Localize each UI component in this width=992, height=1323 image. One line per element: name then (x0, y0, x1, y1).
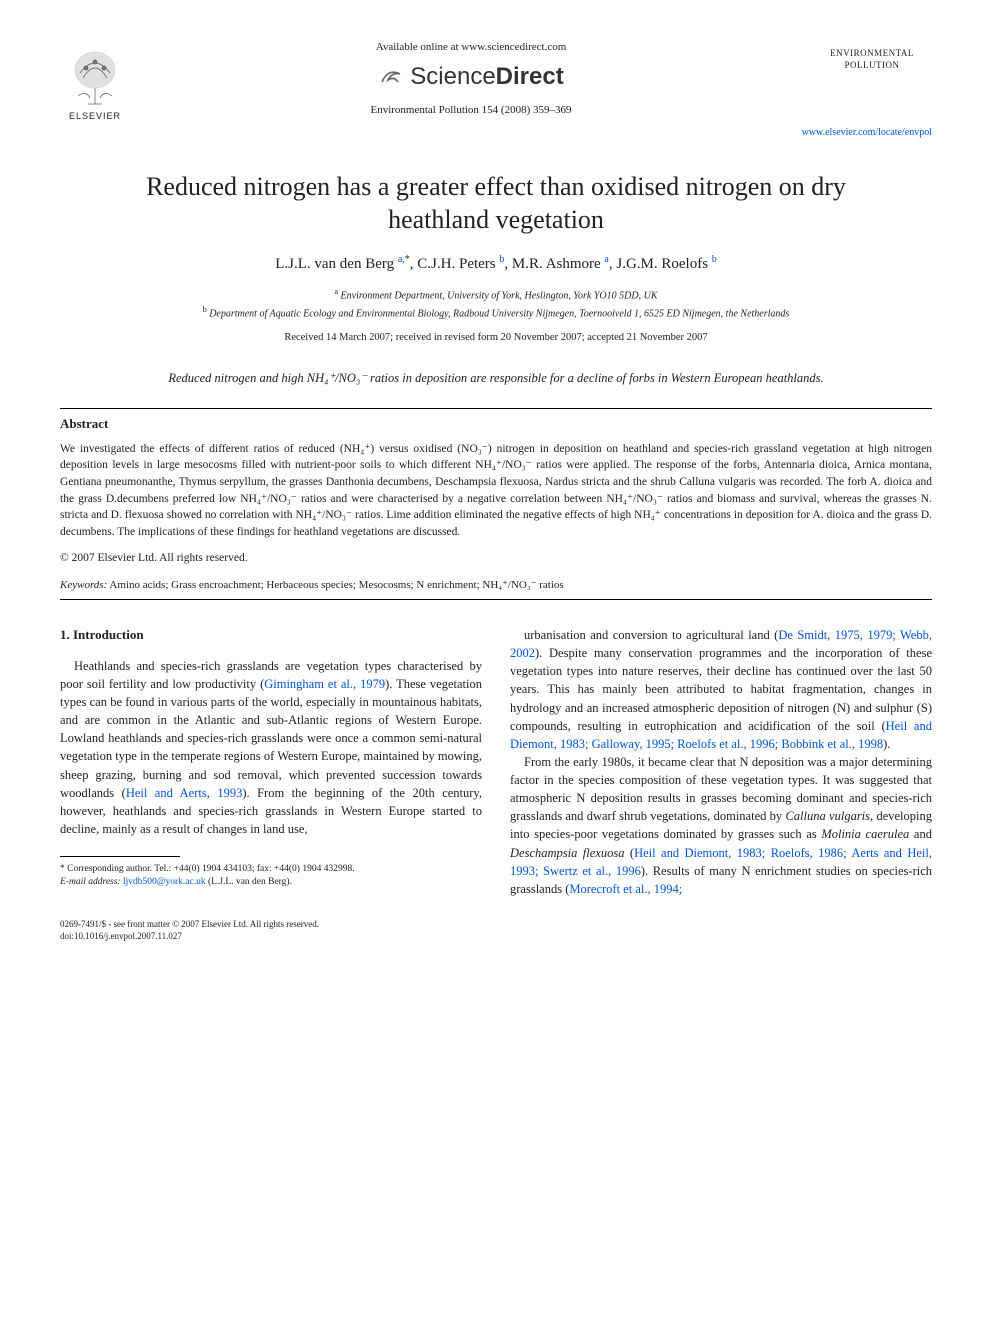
available-online-line: Available online at www.sciencedirect.co… (130, 40, 812, 55)
affiliation-b: b Department of Aquatic Ecology and Envi… (60, 304, 932, 321)
sciencedirect-text: ScienceDirect (410, 61, 563, 93)
affiliations: a Environment Department, University of … (60, 286, 932, 321)
front-matter-line: 0269-7491/$ - see front matter © 2007 El… (60, 918, 932, 943)
cite-gimingham[interactable]: Gimingham et al., 1979 (264, 677, 385, 691)
intro-heading: 1. Introduction (60, 626, 482, 645)
journal-name-block: ENVIRONMENTAL POLLUTION (812, 48, 932, 71)
cite-desmidt-webb[interactable]: De Smidt, 1975, 1979; Webb, 2002 (510, 628, 932, 660)
center-header: Available online at www.sciencedirect.co… (130, 40, 812, 118)
abstract-text: We investigated the effects of different… (60, 441, 932, 541)
cite-heil-aerts[interactable]: Heil and Aerts, 1993 (126, 786, 243, 800)
sciencedirect-logo: ScienceDirect (130, 61, 812, 93)
email-label: E-mail address: (60, 877, 121, 887)
elsevier-tree-icon (68, 48, 122, 108)
footnote-separator (60, 856, 180, 857)
sd-part2: Direct (496, 63, 564, 90)
sciencedirect-swirl-icon (378, 64, 404, 90)
column-right: urbanisation and conversion to agricultu… (510, 626, 932, 898)
intro-para-1: Heathlands and species-rich grasslands a… (60, 657, 482, 838)
cite-morecroft[interactable]: Morecroft et al., 1994; (569, 882, 682, 896)
journal-url[interactable]: www.elsevier.com/locate/envpol (60, 126, 932, 140)
abstract-copyright: © 2007 Elsevier Ltd. All rights reserved… (60, 551, 932, 567)
rule-top (60, 408, 932, 409)
article-title: Reduced nitrogen has a greater effect th… (110, 170, 882, 238)
authors-line: L.J.L. van den Berg a,*, C.J.H. Peters b… (60, 253, 932, 274)
intro-para-3: From the early 1980s, it became clear th… (510, 753, 932, 898)
page: ELSEVIER Available online at www.science… (0, 0, 992, 973)
affiliation-b-text: Department of Aquatic Ecology and Enviro… (209, 308, 789, 319)
elsevier-label: ELSEVIER (69, 110, 121, 122)
article-dates: Received 14 March 2007; received in revi… (60, 331, 932, 345)
header-row: ELSEVIER Available online at www.science… (60, 40, 932, 122)
elsevier-logo: ELSEVIER (60, 48, 130, 122)
journal-reference: Environmental Pollution 154 (2008) 359–3… (130, 103, 812, 118)
sd-part1: Science (410, 63, 495, 90)
affiliation-a-text: Environment Department, University of Yo… (341, 291, 658, 302)
body-columns: 1. Introduction Heathlands and species-r… (60, 626, 932, 898)
email-address[interactable]: ljvdb500@york.ac.uk (123, 877, 206, 887)
email-suffix: (L.J.L. van den Berg). (208, 877, 292, 887)
keywords-text: Amino acids; Grass encroachment; Herbace… (109, 579, 563, 591)
intro-para-2: urbanisation and conversion to agricultu… (510, 626, 932, 753)
highlight-statement: Reduced nitrogen and high NH₄⁺/NO₃⁻ rati… (110, 369, 882, 388)
rule-bottom (60, 599, 932, 600)
keywords-label: Keywords: (60, 579, 107, 591)
cite-heil-galloway[interactable]: Heil and Diemont, 1983; Galloway, 1995; … (510, 719, 932, 751)
email-line: E-mail address: ljvdb500@york.ac.uk (L.J… (60, 876, 482, 889)
corresponding-author-note: * Corresponding author. Tel.: +44(0) 190… (60, 863, 482, 876)
journal-name-2: POLLUTION (812, 60, 932, 72)
abstract-heading: Abstract (60, 415, 932, 433)
doi-line: doi:10.1016/j.envpol.2007.11.027 (60, 930, 932, 943)
column-left: 1. Introduction Heathlands and species-r… (60, 626, 482, 898)
front-matter-1: 0269-7491/$ - see front matter © 2007 El… (60, 918, 932, 931)
affiliation-a: a Environment Department, University of … (60, 286, 932, 303)
journal-name-1: ENVIRONMENTAL (812, 48, 932, 60)
keywords-line: Keywords: Amino acids; Grass encroachmen… (60, 578, 932, 593)
